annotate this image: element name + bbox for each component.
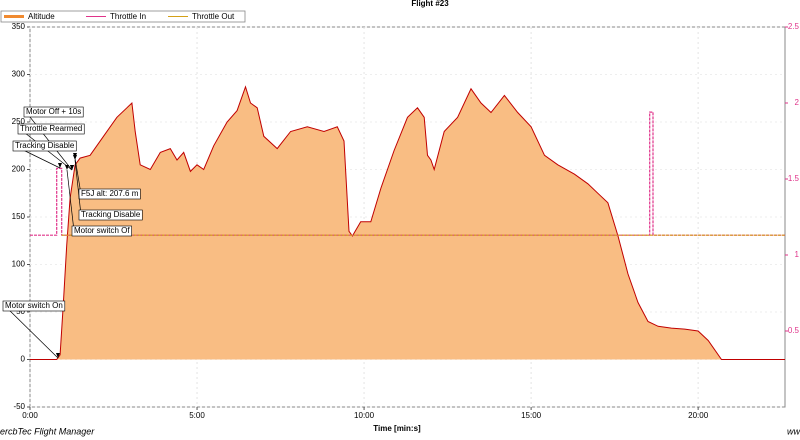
y2-tick-label: 0.5 bbox=[788, 326, 800, 335]
annotation-arrow bbox=[73, 155, 77, 160]
x-tick-label: 15:00 bbox=[521, 411, 542, 420]
annotation-arrow bbox=[70, 165, 74, 170]
footer-right: ww bbox=[787, 426, 800, 436]
annotation-box bbox=[71, 225, 132, 237]
series-line bbox=[30, 85, 785, 360]
annotation-box bbox=[12, 140, 77, 152]
y-tick-label: 50 bbox=[16, 307, 25, 316]
y2-tick-label: 1 bbox=[795, 250, 800, 259]
x-tick-label: 5:00 bbox=[189, 411, 205, 420]
annotation: Tracking Disable bbox=[81, 210, 141, 219]
x-axis-label: Time [min:s] bbox=[373, 424, 421, 433]
annotation-leader bbox=[4, 305, 59, 359]
annotation-box bbox=[78, 209, 143, 221]
annotation: F5J alt: 207.6 m bbox=[81, 189, 139, 198]
annotation-arrow bbox=[58, 163, 62, 168]
annotation-box bbox=[2, 300, 66, 312]
series-line bbox=[30, 111, 785, 236]
legend-label: Altitude bbox=[28, 12, 55, 21]
y-tick-label: -50 bbox=[13, 402, 25, 411]
annotation: Throttle Rearmed bbox=[20, 124, 82, 133]
legend bbox=[0, 10, 246, 23]
x-tick-label: 20:00 bbox=[688, 411, 709, 420]
annotation: Motor switch Of bbox=[74, 226, 130, 235]
y2-tick-label: 2.5 bbox=[788, 22, 800, 31]
chart-title: Flight #23 bbox=[411, 0, 449, 8]
y2-tick-label: 2 bbox=[795, 98, 800, 107]
y-tick-label: 0 bbox=[21, 355, 26, 364]
annotation: Tracking Disable bbox=[15, 141, 75, 150]
annotation-leader bbox=[74, 157, 82, 195]
annotation-box bbox=[23, 106, 84, 118]
y-tick-label: 250 bbox=[12, 117, 26, 126]
y-tick-label: 200 bbox=[12, 165, 26, 174]
footer-left: ercbTec Flight Manager bbox=[0, 426, 95, 436]
y-tick-label: 350 bbox=[12, 22, 26, 31]
y-tick-label: 150 bbox=[12, 212, 26, 221]
annotation: Motor switch On bbox=[5, 301, 63, 310]
legend-label: Throttle Out bbox=[192, 12, 235, 21]
annotation-arrow bbox=[56, 353, 60, 358]
y-tick-label: 300 bbox=[12, 70, 26, 79]
x-tick-label: 10:00 bbox=[354, 411, 375, 420]
annotation-box bbox=[17, 123, 85, 135]
annotation-leader bbox=[74, 159, 82, 216]
annotation-leader bbox=[66, 169, 75, 232]
legend-label: Throttle In bbox=[110, 12, 146, 21]
annotation: Motor Off + 10s bbox=[26, 107, 81, 116]
y-tick-label: 100 bbox=[12, 260, 26, 269]
annotation-arrow bbox=[65, 165, 69, 170]
altitude-area bbox=[30, 86, 785, 360]
y2-tick-label: 1.5 bbox=[788, 174, 800, 183]
x-tick-label: 0:00 bbox=[22, 411, 38, 420]
